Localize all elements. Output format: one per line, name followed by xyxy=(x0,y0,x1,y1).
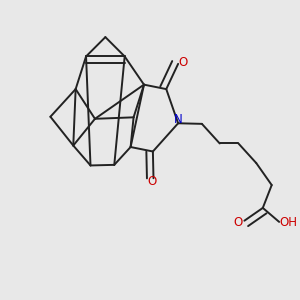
Text: O: O xyxy=(178,56,187,69)
Text: O: O xyxy=(147,175,157,188)
Text: N: N xyxy=(174,113,182,126)
Text: OH: OH xyxy=(279,216,297,229)
Text: O: O xyxy=(233,216,242,229)
